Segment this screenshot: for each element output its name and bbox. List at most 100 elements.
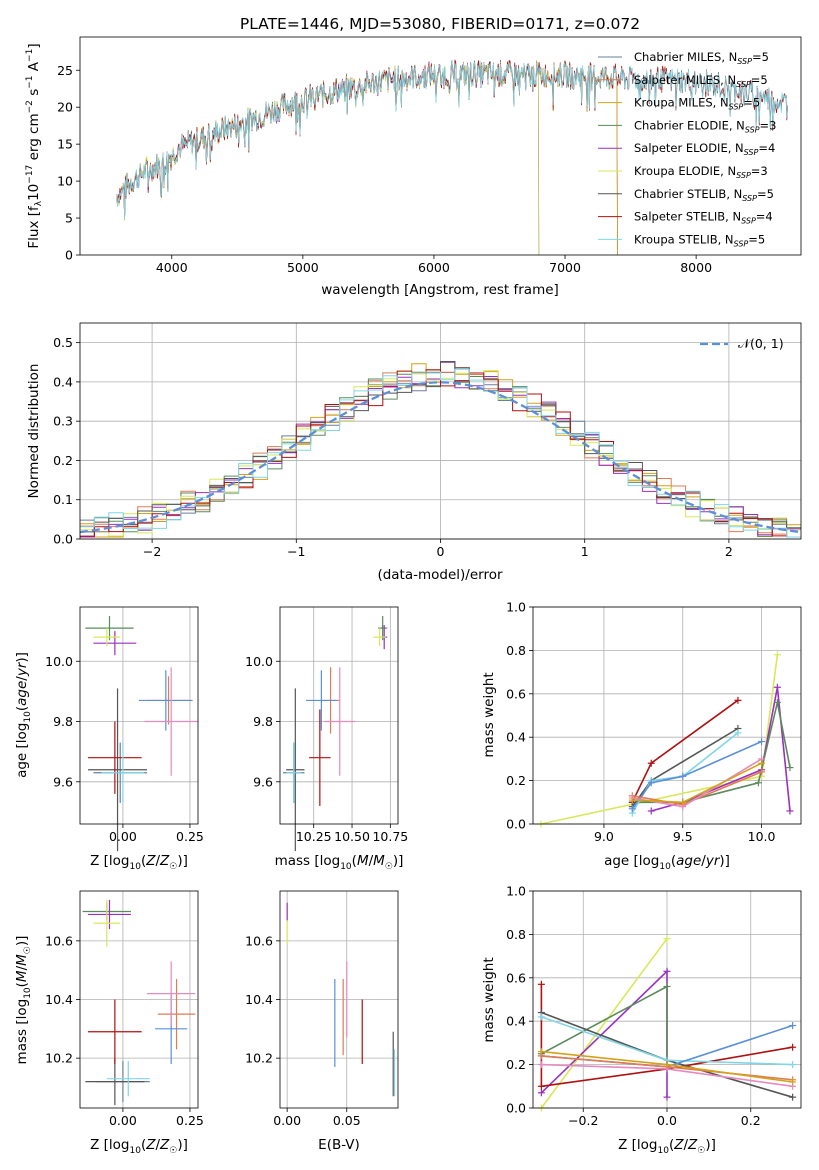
y-tick-label: 5 [65,211,73,226]
y-tick-label: 0.3 [53,414,73,429]
spectrum-plot-area: 4000 5000 6000 7000 8000 0 5 10 15 20 25 Chabrier M… [57,50,788,275]
weight-line [632,771,762,806]
residual-xlabel: (data-model)/error [377,567,503,583]
spectrum-line [116,60,540,256]
y-tick-label: 0.6 [506,970,526,985]
residual-plot-area: −2 −1 0 1 2 0.0 0.1 0.2 0.3 0.4 0.5 𝒩(0, 1) [53,323,802,559]
weight-z-panel: −0.2 0.0 0.2 0.0 0.2 0.4 0.6 0.8 1.0 Z [log10(Z/… [481,884,802,1156]
x-tick-label: 2 [725,544,733,559]
weight-age-plot-area: 9.0 9.5 10.0 0.0 0.2 0.4 0.6 0.8 1.0 [506,600,801,844]
y-tick-label: 9.8 [53,714,73,729]
y-tick-label: 10.0 [45,654,73,669]
y-tick-label: 10 [57,174,73,189]
normal-curve [79,381,802,534]
y-tick-label: 10.6 [245,933,273,948]
x-tick-label: 0.00 [109,1113,137,1128]
x-tick-label: 4000 [156,260,188,275]
weight-line [540,938,668,1109]
y-tick-label: 0.4 [506,730,526,745]
x-tick-label: 0.25 [176,1113,204,1128]
age-mass-xlabel: mass [log10(M/M☉)] [275,853,404,872]
mass-ebv-axes-frame [279,890,399,1109]
mass-z-xlabel: Z [log10(Z/Z☉)] [90,1137,188,1156]
y-tick-label: 0.2 [53,453,73,468]
y-tick-label: 10.4 [45,992,73,1007]
y-tick-label: 10.6 [45,933,73,948]
y-tick-label: 10.0 [245,654,273,669]
y-tick-label: 15 [57,137,73,152]
spectrum-line [116,59,618,256]
spectrum-xlabel: wavelength [Angstrom, rest frame] [321,282,559,298]
y-tick-label: 20 [57,100,73,115]
y-tick-label: 10.2 [45,1051,73,1066]
x-tick-label: 10.50 [334,829,370,844]
x-tick-label: −2 [143,544,161,559]
age-z-plot-area: 0.00 0.25 9.6 9.8 10.0 [45,607,204,852]
residual-panel: −2 −1 0 1 2 0.0 0.1 0.2 0.3 0.4 0.5 𝒩(0, 1) (data-m… [26,322,802,583]
spectrum-line [116,60,540,256]
spectrum-ylabel: Flux [fλ10−17 erg cm−2 s−1 A−1] [25,43,44,248]
x-tick-label: 6000 [418,260,450,275]
x-tick-label: 7000 [549,260,581,275]
spectrum-line [116,59,540,256]
y-tick-label: 0.0 [506,1101,526,1116]
legend-label: Chabrier ELODIE, NSSP=3 [634,118,776,134]
age-z-panel: 0.00 0.25 9.6 9.8 10.0 Z [log10(Z/Z☉)] age [… [14,606,204,872]
mass-ebv-plot-area: 0.00 0.05 10.2 10.4 10.6 [245,891,398,1128]
weight-age-ylabel: mass weight [481,672,497,757]
legend-label: Chabrier STELIB, NSSP=5 [634,187,774,203]
x-tick-label: 0 [437,544,445,559]
x-tick-label: 0.25 [176,829,204,844]
y-tick-label: 10.4 [245,992,273,1007]
y-tick-label: 10.2 [245,1051,273,1066]
weight-line [541,985,668,1069]
spectrum-axes-frame [79,36,802,256]
mass-z-ylabel: mass [log10(M/M☉)] [14,936,33,1065]
weight-line [540,654,779,825]
y-tick-label: 1.0 [506,600,526,615]
y-tick-label: 0.4 [506,1014,526,1029]
y-tick-label: 0.0 [53,532,73,547]
weight-z-plot-area: −0.2 0.0 0.2 0.0 0.2 0.4 0.6 0.8 1.0 [506,884,801,1128]
spectrum-line [116,60,618,256]
legend-label: Salpeter MILES, NSSP=5 [634,73,768,89]
weight-z-axes-frame [532,890,802,1109]
weight-age-panel: 9.0 9.5 10.0 0.0 0.2 0.4 0.6 0.8 1.0 age [log10(… [481,600,802,872]
residual-axes-frame [79,322,802,540]
mass-z-panel: 0.00 0.25 10.2 10.4 10.6 Z [log10(Z/Z☉)] mas… [14,890,204,1156]
y-tick-label: 0.4 [53,374,73,389]
y-tick-label: 9.8 [253,714,273,729]
age-z-xlabel: Z [log10(Z/Z☉)] [90,853,188,872]
x-tick-label: −0.2 [568,1113,598,1128]
spectrum-panel: 4000 5000 6000 7000 8000 0 5 10 15 20 25 Chabrier M… [25,36,802,298]
age-mass-plot-area: 10.25 10.50 10.75 9.6 9.8 10.0 [245,607,408,852]
residual-ylabel: Normed distribution [26,364,42,499]
x-tick-label: −1 [287,544,305,559]
legend-label: Chabrier MILES, NSSP=5 [634,50,769,66]
weight-age-axes-frame [532,606,802,825]
x-tick-label: 0.00 [109,829,137,844]
x-tick-label: 0.05 [333,1113,361,1128]
age-mass-axes-frame [279,606,399,825]
y-tick-label: 0.1 [53,492,73,507]
weight-line [631,740,762,810]
y-tick-label: 0.2 [506,1057,526,1072]
legend-label: Salpeter STELIB, NSSP=4 [634,210,773,226]
y-tick-label: 0.0 [506,817,526,832]
legend-label: 𝒩(0, 1) [738,336,784,351]
y-tick-label: 0.6 [506,686,526,701]
x-tick-label: 9.5 [673,829,693,844]
y-tick-label: 1.0 [506,884,526,899]
y-tick-label: 9.6 [53,774,73,789]
y-tick-label: 0 [65,248,73,263]
weight-z-ylabel: mass weight [481,957,497,1042]
legend-label: Salpeter ELODIE, NSSP=4 [634,141,775,157]
y-tick-label: 0.2 [506,773,526,788]
histogram-line [80,368,801,538]
mass-z-plot-area: 0.00 0.25 10.2 10.4 10.6 [45,891,204,1128]
weight-line [631,727,739,808]
figure-title: PLATE=1446, MJD=53080, FIBERID=0171, z=0… [240,15,640,33]
age-mass-panel: 10.25 10.50 10.75 9.6 9.8 10.0 mass [log10(M/… [245,606,408,872]
x-tick-label: 5000 [287,260,319,275]
